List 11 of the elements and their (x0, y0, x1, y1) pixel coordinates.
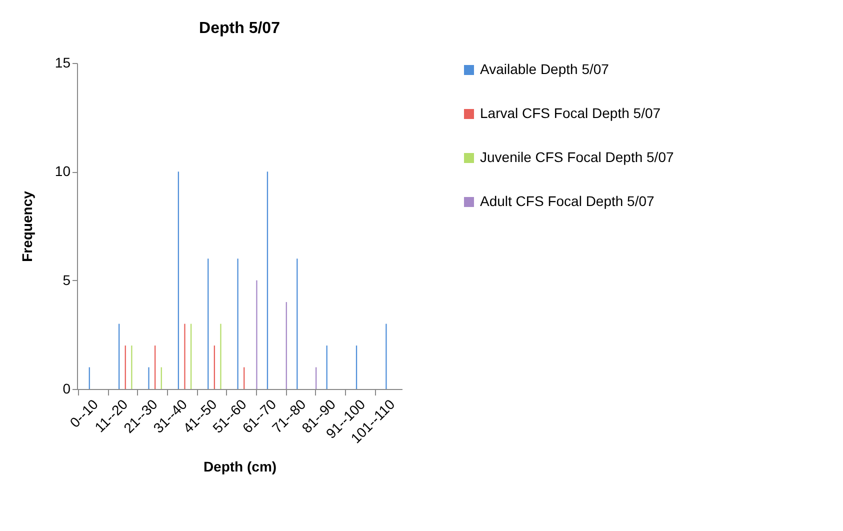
y-tick-label: 5 (62, 272, 71, 288)
legend-label: Juvenile CFS Focal Depth 5/07 (480, 149, 674, 165)
y-tick-label: 10 (54, 163, 71, 180)
chart-title: Depth 5/07 (199, 20, 280, 37)
legend-label: Available Depth 5/07 (480, 61, 610, 77)
legend-label: Adult CFS Focal Depth 5/07 (480, 193, 655, 209)
y-tick-label: 0 (62, 380, 71, 396)
legend-label: Larval CFS Focal Depth 5/07 (480, 105, 661, 121)
y-tick-label: 15 (54, 54, 71, 70)
y-axis-title: Frequency (18, 190, 35, 262)
x-axis-title: Depth (cm) (203, 458, 277, 474)
